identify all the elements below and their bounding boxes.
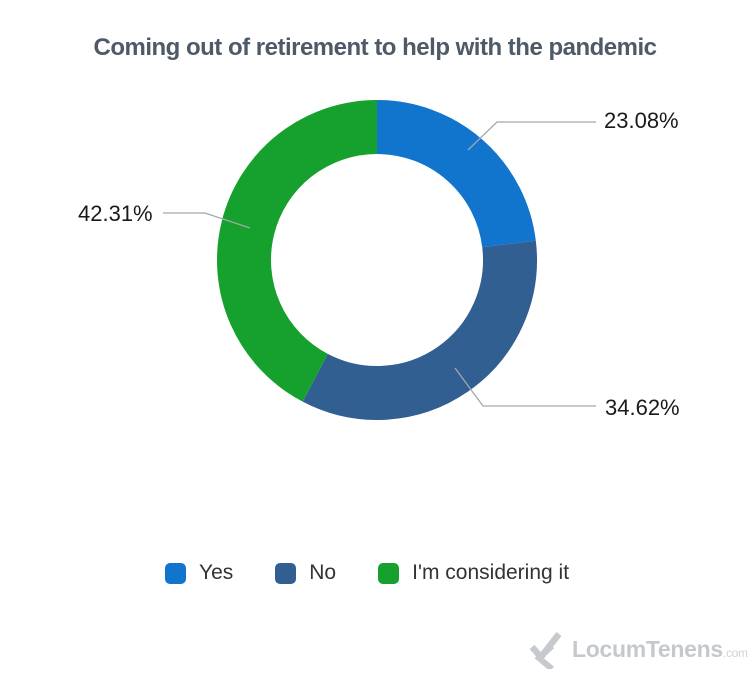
legend-swatch-no [275,562,297,584]
legend-label-considering: I'm considering it [412,561,570,584]
data-label-considering: 42.31% [78,201,153,226]
donut-segments [217,100,537,420]
legend-swatch-considering [378,562,400,584]
chart-title: Coming out of retirement to help with th… [93,34,657,61]
legend-swatch-yes [165,562,186,584]
locumtenens-logo-icon [529,631,562,669]
data-label-yes: 23.08% [604,108,679,133]
donut-segment-no [302,240,537,420]
legend-item-yes: Yes [165,561,233,585]
brand-suffix: .com [722,645,748,660]
leader-line-yes [467,121,596,151]
legend-label-no: No [309,561,337,584]
locumtenens-logo-text: LocumTenens.com [572,636,748,663]
locumtenens-logo: LocumTenens.com [528,629,748,669]
donut-segment-yes [376,100,536,248]
brand-name: LocumTenens [572,635,723,662]
legend-item-considering: I'm considering it [378,561,569,585]
data-label-no: 34.62% [605,395,680,420]
legend-label-yes: Yes [199,561,234,584]
legend-item-no: No [275,561,336,585]
donut-segment-i-m-considering-it [217,100,378,402]
leader-line-no [454,367,596,407]
legend: Yes No I'm considering it [165,561,569,585]
leader-line-considering [163,212,251,229]
